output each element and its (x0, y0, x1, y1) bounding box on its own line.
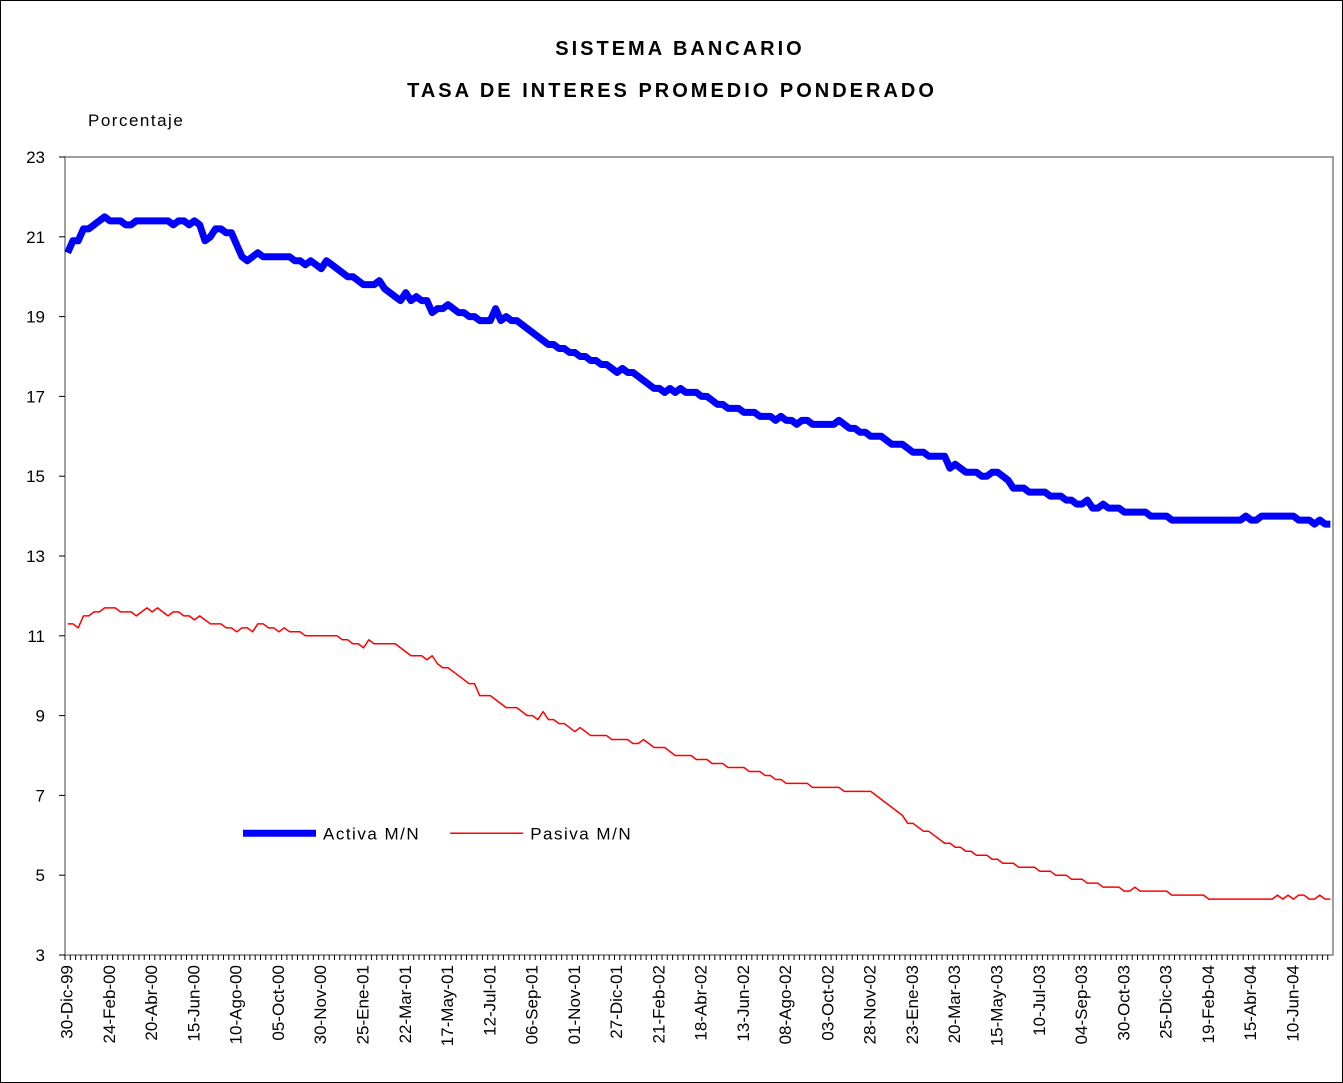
x-tick-label: 15-May-03 (988, 965, 1007, 1046)
x-tick-label: 13-Jun-02 (734, 965, 753, 1042)
x-tick-label: 17-May-01 (438, 965, 457, 1046)
y-tick-label: 17 (26, 387, 45, 406)
x-tick-label: 08-Ago-02 (776, 965, 795, 1044)
x-tick-label: 20-Mar-03 (945, 965, 964, 1043)
series-line (67, 607, 1331, 900)
x-tick-label: 19-Feb-04 (1199, 965, 1218, 1043)
y-tick-label: 5 (36, 866, 45, 885)
x-tick-label: 20-Abr-00 (142, 965, 161, 1041)
y-tick-label: 7 (36, 786, 45, 805)
x-tick-label: 10-Ago-00 (227, 965, 246, 1044)
y-tick-label: 21 (26, 228, 45, 247)
x-tick-label: 22-Mar-01 (396, 965, 415, 1043)
x-tick-label: 10-Jun-04 (1283, 965, 1302, 1042)
chart-subtitle: TASA DE INTERES PROMEDIO PONDERADO (407, 80, 937, 102)
x-tick-label: 30-Oct-03 (1114, 965, 1133, 1041)
x-tick-label: 01-Nov-01 (565, 965, 584, 1044)
x-tick-label: 27-Dic-01 (607, 965, 626, 1039)
y-tick-label: 3 (36, 946, 45, 965)
x-tick-label: 25-Dic-03 (1157, 965, 1176, 1039)
series-line (64, 213, 1331, 528)
legend: Activa M/N Pasiva M/N (243, 824, 632, 843)
legend-label: Activa M/N (323, 824, 420, 843)
legend-label: Pasiva M/N (530, 824, 632, 843)
x-tick-label: 06-Sep-01 (523, 965, 542, 1044)
x-tick-label: 15-Abr-04 (1241, 965, 1260, 1041)
y-tick-label: 11 (27, 627, 45, 646)
y-tick-label: 23 (26, 148, 45, 167)
y-tick-label: 13 (26, 547, 45, 566)
x-tick-label: 23-Ene-03 (903, 965, 922, 1044)
y-tick-label: 15 (26, 467, 45, 486)
x-tick-label: 30-Dic-99 (58, 965, 77, 1039)
y-axis-label: Porcentaje (88, 111, 184, 130)
x-tick-label: 05-Oct-00 (269, 965, 288, 1041)
x-tick-label: 25-Ene-01 (354, 965, 373, 1044)
x-tick-label: 03-Oct-02 (818, 965, 837, 1041)
y-tick-label: 19 (26, 308, 45, 327)
x-tick-label: 28-Nov-02 (861, 965, 880, 1044)
x-tick-label: 04-Sep-03 (1072, 965, 1091, 1044)
x-tick-label: 10-Jul-03 (1030, 965, 1049, 1036)
x-tick-label: 15-Jun-00 (184, 965, 203, 1042)
x-tick-label: 12-Jul-01 (480, 965, 499, 1036)
x-tick-label: 30-Nov-00 (311, 965, 330, 1044)
x-tick-label: 24-Feb-00 (100, 965, 119, 1043)
x-tick-label: 21-Feb-02 (649, 965, 668, 1043)
x-tick-label: 18-Abr-02 (692, 965, 711, 1041)
y-tick-label: 9 (36, 707, 45, 726)
chart-title: SISTEMA BANCARIO (555, 38, 804, 60)
